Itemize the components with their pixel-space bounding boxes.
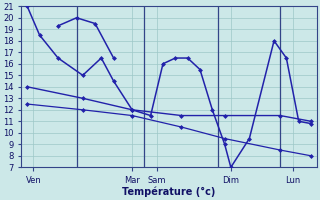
X-axis label: Température (°c): Température (°c) (123, 187, 216, 197)
